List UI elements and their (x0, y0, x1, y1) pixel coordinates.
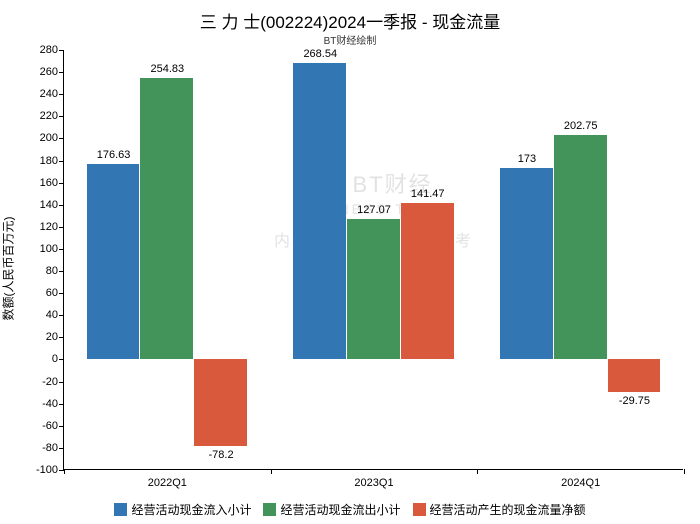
y-tick-mark (59, 271, 64, 272)
bar-value-label: 141.47 (411, 188, 445, 200)
y-tick-mark (59, 227, 64, 228)
bar-value-label: 254.83 (151, 63, 185, 75)
chart-subtitle: BT财经绘制 (0, 32, 700, 47)
y-tick-mark (59, 183, 64, 184)
y-tick-mark (59, 205, 64, 206)
y-tick-mark (59, 404, 64, 405)
bar (401, 203, 454, 359)
y-axis-label: 数额(人民币百万元) (0, 217, 17, 321)
plot-area: BT财经 BUSINESS TIMES 内容由AI生成，仅供参考 -100-80… (63, 50, 683, 470)
x-tick-label: 2023Q1 (354, 469, 393, 489)
bar-value-label: -29.75 (619, 395, 650, 407)
y-tick-mark (59, 337, 64, 338)
y-tick-mark (59, 426, 64, 427)
legend-item: 经营活动现金流出小计 (263, 501, 400, 518)
legend-label: 经营活动现金流出小计 (280, 501, 400, 518)
bar (554, 135, 607, 359)
legend-label: 经营活动现金流入小计 (131, 501, 251, 518)
y-tick-mark (59, 72, 64, 73)
y-tick-mark (59, 359, 64, 360)
legend-swatch (114, 503, 127, 516)
bar-value-label: 173 (518, 153, 536, 165)
bar (87, 164, 140, 359)
bar (194, 359, 247, 445)
y-tick-mark (59, 161, 64, 162)
chart-title: 三 力 士(002224)2024一季报 - 现金流量 (0, 8, 700, 33)
x-tick-mark (271, 469, 272, 474)
legend-item: 经营活动现金流入小计 (114, 501, 251, 518)
x-tick-label: 2022Q1 (148, 469, 187, 489)
bar-value-label: -78.2 (209, 449, 234, 461)
legend-label: 经营活动产生的现金流量净额 (430, 501, 586, 518)
y-tick-mark (59, 94, 64, 95)
bar (140, 78, 193, 360)
legend-swatch (413, 503, 426, 516)
bar-value-label: 268.54 (303, 48, 337, 60)
bar (500, 168, 553, 359)
bar (608, 359, 661, 392)
y-tick-mark (59, 382, 64, 383)
y-tick-mark (59, 293, 64, 294)
y-tick-mark (59, 50, 64, 51)
bar (347, 219, 400, 359)
y-tick-mark (59, 249, 64, 250)
bar (293, 63, 346, 360)
y-tick-mark (59, 138, 64, 139)
bar-value-label: 127.07 (357, 204, 391, 216)
bar-value-label: 176.63 (97, 149, 131, 161)
chart-container: 三 力 士(002224)2024一季报 - 现金流量 BT财经绘制 BT财经 … (0, 0, 700, 524)
x-tick-mark (684, 469, 685, 474)
y-tick-mark (59, 116, 64, 117)
legend: 经营活动现金流入小计 经营活动现金流出小计 经营活动产生的现金流量净额 (0, 501, 700, 518)
legend-swatch (263, 503, 276, 516)
y-tick-mark (59, 448, 64, 449)
y-tick-mark (59, 315, 64, 316)
legend-item: 经营活动产生的现金流量净额 (413, 501, 586, 518)
x-tick-label: 2024Q1 (561, 469, 600, 489)
bar-value-label: 202.75 (564, 120, 598, 132)
x-tick-mark (64, 469, 65, 474)
x-tick-mark (477, 469, 478, 474)
